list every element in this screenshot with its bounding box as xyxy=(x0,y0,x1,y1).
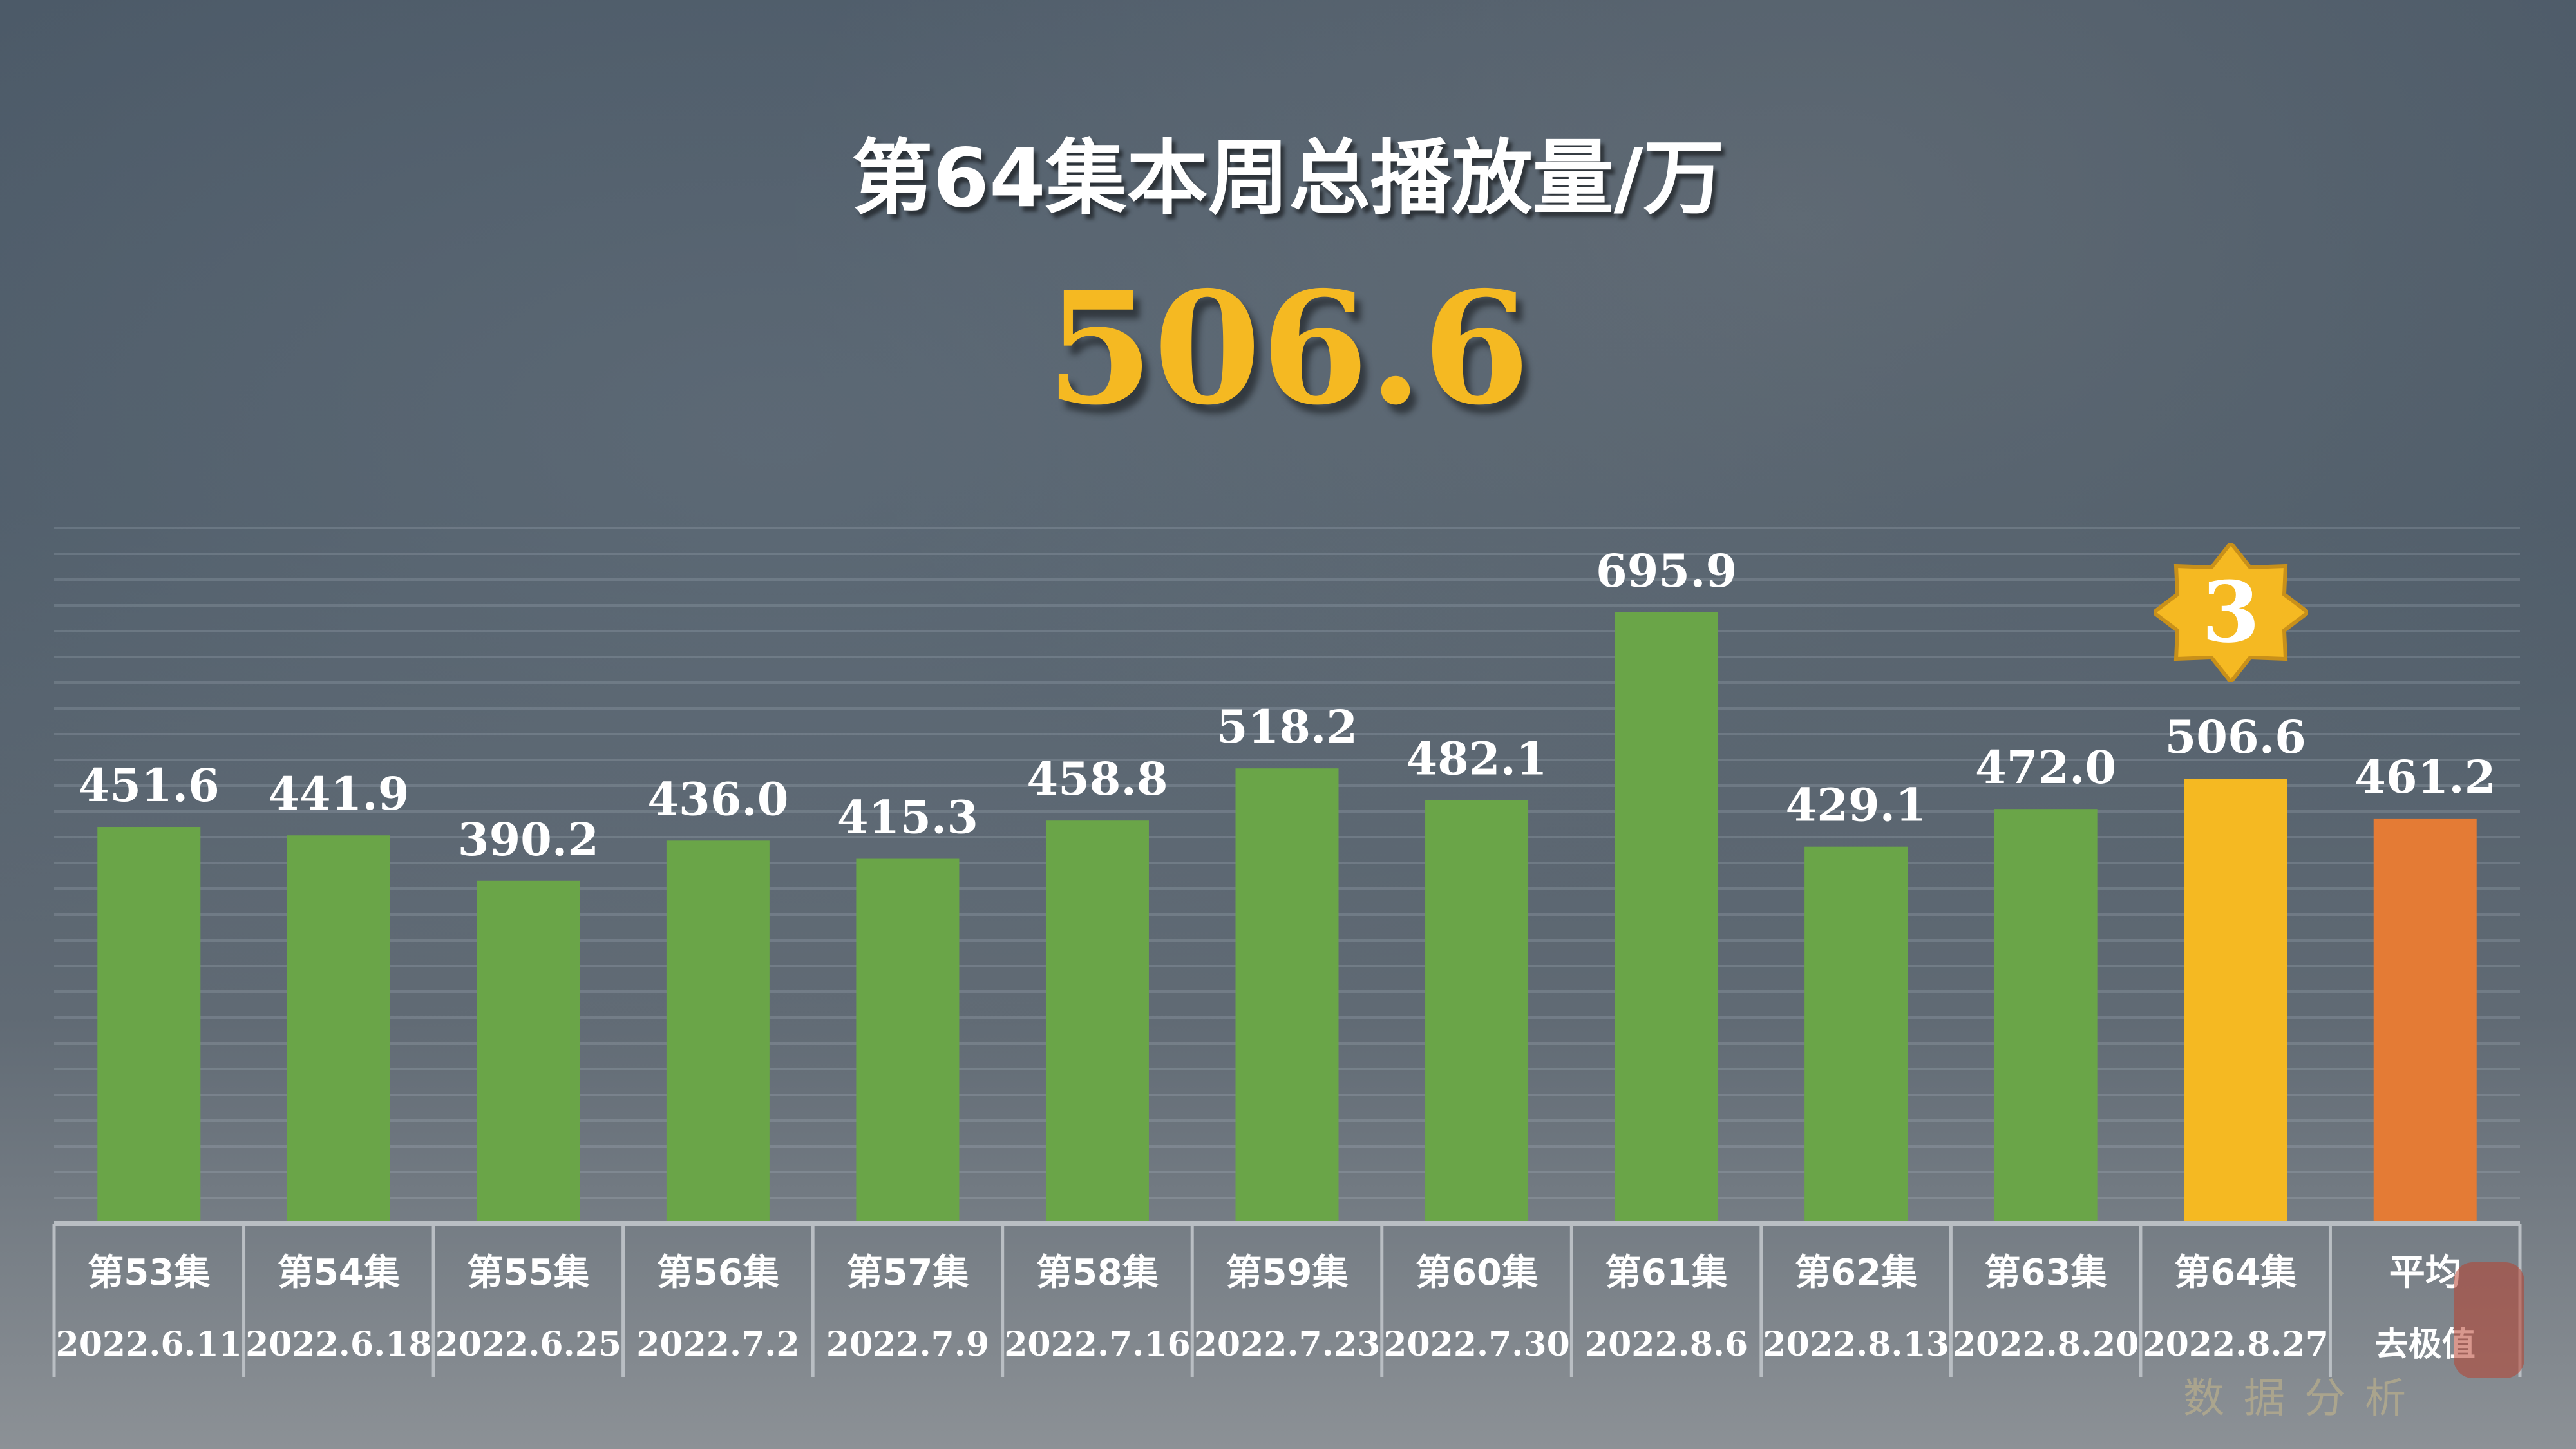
chart-title: 第64集本周总播放量/万 xyxy=(851,131,1725,225)
category-label: 第58集 xyxy=(1036,1252,1159,1294)
value-label: 482.1 xyxy=(1406,732,1547,785)
value-label: 695.9 xyxy=(1596,544,1737,598)
date-label: 2022.6.18 xyxy=(245,1325,431,1364)
bar xyxy=(97,827,201,1224)
date-label: 2022.7.9 xyxy=(826,1325,989,1364)
bar xyxy=(477,880,580,1224)
bar xyxy=(1235,768,1339,1224)
date-label: 去极值 xyxy=(2375,1325,2476,1364)
rank-number: 3 xyxy=(2201,563,2260,661)
bar xyxy=(287,835,390,1224)
date-label: 2022.6.11 xyxy=(56,1325,242,1364)
bar xyxy=(1615,612,1718,1224)
bar xyxy=(2373,818,2477,1224)
category-label: 第54集 xyxy=(278,1252,400,1294)
category-label: 第61集 xyxy=(1605,1252,1728,1294)
value-label: 436.0 xyxy=(647,772,788,826)
date-label: 2022.8.27 xyxy=(2142,1325,2328,1364)
category-label: 第55集 xyxy=(467,1252,589,1294)
value-label: 506.6 xyxy=(2165,710,2306,764)
category-label: 第59集 xyxy=(1226,1252,1349,1294)
date-label: 2022.6.25 xyxy=(435,1325,621,1364)
value-label: 415.3 xyxy=(837,791,978,844)
category-label: 第62集 xyxy=(1795,1252,1917,1294)
category-label: 第64集 xyxy=(2174,1252,2297,1294)
date-label: 2022.8.13 xyxy=(1763,1325,1949,1364)
value-label: 429.1 xyxy=(1786,779,1927,832)
date-label: 2022.8.20 xyxy=(1953,1325,2139,1364)
value-label: 441.9 xyxy=(268,767,409,820)
category-label: 第57集 xyxy=(846,1252,969,1294)
date-label: 2022.8.6 xyxy=(1585,1325,1748,1364)
category-label: 第63集 xyxy=(1985,1252,2107,1294)
bar xyxy=(1994,809,2098,1224)
category-label: 平均 xyxy=(2389,1252,2461,1294)
date-label: 2022.7.23 xyxy=(1194,1325,1380,1364)
highlight-value: 506.6 xyxy=(1046,258,1530,439)
value-label: 458.8 xyxy=(1027,752,1168,806)
bar xyxy=(1045,820,1149,1224)
bar xyxy=(2184,778,2287,1224)
value-label: 472.0 xyxy=(1975,741,2116,794)
value-label: 451.6 xyxy=(79,759,220,812)
value-label: 390.2 xyxy=(458,813,599,866)
value-label: 518.2 xyxy=(1217,700,1358,753)
bar xyxy=(666,840,770,1224)
rank-badge: 3 xyxy=(2150,540,2311,685)
bar xyxy=(1804,846,1908,1224)
date-label: 2022.7.30 xyxy=(1383,1325,1569,1364)
date-label: 2022.7.2 xyxy=(636,1325,799,1364)
value-label: 461.2 xyxy=(2354,750,2496,804)
category-label: 第56集 xyxy=(657,1252,779,1294)
category-label: 第60集 xyxy=(1416,1252,1538,1294)
date-label: 2022.7.16 xyxy=(1004,1325,1190,1364)
bar xyxy=(856,858,960,1224)
category-label: 第53集 xyxy=(88,1252,210,1294)
bar xyxy=(1425,800,1529,1224)
